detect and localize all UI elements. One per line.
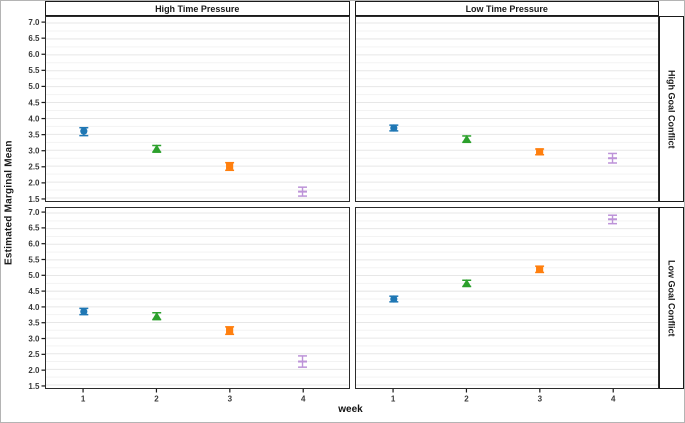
data-point-week-3	[534, 265, 544, 274]
svg-text:5.5: 5.5	[28, 66, 40, 75]
panel-high-tp-low-gc	[45, 207, 350, 389]
facet-strip-label: High Time Pressure	[155, 3, 240, 14]
data-point-week-3	[225, 326, 235, 336]
svg-text:1.5: 1.5	[28, 195, 40, 202]
svg-text:6.5: 6.5	[28, 34, 40, 43]
svg-text:6.0: 6.0	[28, 50, 40, 59]
y-axis-title: Estimated Marginal Mean	[3, 140, 15, 265]
svg-text:4: 4	[610, 395, 615, 404]
svg-text:1: 1	[390, 395, 395, 404]
facet-strip-label: High Goal Conflict	[666, 69, 677, 149]
data-point-week-3	[534, 148, 544, 156]
facet-strip-label: Low Time Pressure	[465, 3, 548, 14]
data-point-week-2	[461, 134, 471, 144]
data-point-week-1	[79, 307, 89, 316]
data-point-week-2	[461, 279, 471, 288]
data-point-week-1	[79, 126, 89, 137]
panel-low-tp-high-gc	[354, 16, 659, 202]
data-point-week-4	[298, 186, 307, 197]
svg-text:2: 2	[154, 395, 159, 404]
svg-text:2.5: 2.5	[28, 350, 40, 359]
svg-text:2.0: 2.0	[28, 366, 40, 375]
data-point-week-1	[388, 295, 398, 303]
data-point-week-4	[607, 214, 617, 225]
x-axis-title: week	[338, 404, 363, 415]
svg-text:4.5: 4.5	[28, 98, 40, 107]
svg-text:3.0: 3.0	[28, 334, 40, 343]
svg-text:4: 4	[301, 395, 306, 404]
svg-text:3.5: 3.5	[28, 130, 40, 139]
svg-text:3.5: 3.5	[28, 319, 40, 328]
svg-text:3.0: 3.0	[28, 147, 40, 156]
panel-low-tp-low-gc	[354, 207, 659, 389]
svg-text:7.0: 7.0	[28, 18, 40, 27]
facet-strip-label: Low Goal Conflict	[666, 259, 677, 337]
x-axis-left: 1 2 3 4	[45, 389, 350, 404]
svg-text:4.0: 4.0	[28, 303, 40, 312]
facet-strip-high-time-pressure: High Time Pressure	[45, 1, 350, 16]
svg-text:6.0: 6.0	[28, 239, 40, 248]
svg-text:2: 2	[464, 395, 469, 404]
data-point-week-1	[388, 124, 398, 132]
y-axis-top: 1.5 2.0 2.5 3.0 3.5 4.0 4.5 5.0 5.5 6.0 6.5 7.0	[17, 16, 45, 202]
y-axis-bottom: 1.5 2.0 2.5 3.0 3.5 4.0 4.5 5.0 5.5 6.0 6.5 7.0	[17, 207, 45, 389]
x-axis-right: 1 2 3 4	[355, 389, 660, 404]
data-point-week-4	[607, 152, 617, 164]
facet-strip-high-goal-conflict: High Goal Conflict	[659, 16, 684, 202]
svg-text:1: 1	[81, 395, 86, 404]
svg-text:3: 3	[537, 395, 542, 404]
facet-strip-low-goal-conflict: Low Goal Conflict	[659, 207, 684, 389]
svg-text:5.0: 5.0	[28, 82, 40, 91]
data-point-week-2	[152, 311, 162, 321]
svg-text:2.0: 2.0	[28, 179, 40, 188]
svg-text:3: 3	[228, 395, 233, 404]
svg-text:4.5: 4.5	[28, 287, 40, 296]
svg-text:6.5: 6.5	[28, 224, 40, 233]
svg-text:4.0: 4.0	[28, 114, 40, 123]
data-point-week-2	[152, 144, 162, 153]
facet-strip-low-time-pressure: Low Time Pressure	[354, 1, 659, 16]
data-point-week-4	[298, 355, 307, 368]
svg-text:5.0: 5.0	[28, 271, 40, 280]
svg-text:5.5: 5.5	[28, 255, 40, 264]
svg-text:7.0: 7.0	[28, 208, 40, 217]
svg-text:2.5: 2.5	[28, 163, 40, 172]
svg-text:1.5: 1.5	[28, 382, 40, 389]
panel-high-tp-high-gc	[45, 16, 350, 202]
data-point-week-3	[225, 161, 235, 172]
